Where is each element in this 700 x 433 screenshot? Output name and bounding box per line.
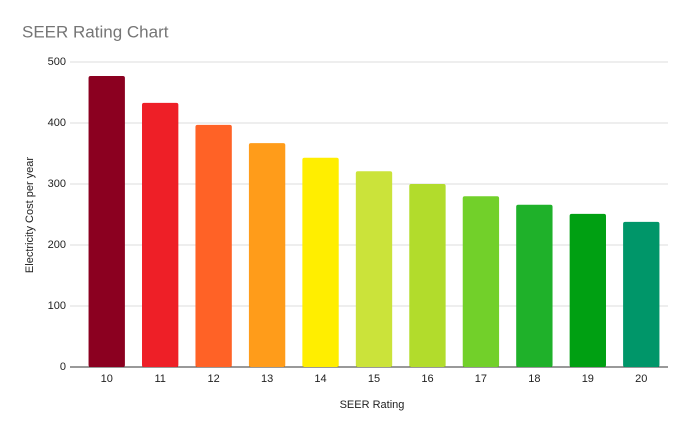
x-axis-title: SEER Rating <box>340 399 405 411</box>
chart-title: SEER Rating Chart <box>22 22 169 41</box>
x-tick-label: 13 <box>261 373 273 385</box>
bar <box>516 204 553 367</box>
bar <box>462 196 500 367</box>
y-tick-label: 200 <box>48 239 66 251</box>
y-axis-title: Electricity Cost per year <box>24 157 36 273</box>
bar <box>248 143 286 367</box>
x-tick-label: 11 <box>154 373 165 385</box>
y-tick-label: 500 <box>48 56 66 68</box>
x-tick-label: 15 <box>368 373 380 385</box>
bar <box>569 213 606 367</box>
bar <box>88 76 125 367</box>
bar <box>142 102 179 368</box>
bar <box>302 157 339 367</box>
bar <box>623 221 660 367</box>
x-tick-label: 18 <box>528 373 540 385</box>
x-tick-label: 20 <box>635 373 647 385</box>
x-tick-label: 19 <box>582 373 594 385</box>
x-tick-label: 14 <box>314 373 326 385</box>
x-tick-label: 12 <box>208 373 220 385</box>
y-tick-label: 0 <box>60 361 66 373</box>
y-tick-label: 100 <box>48 300 66 312</box>
x-tick-label: 16 <box>421 373 433 385</box>
x-tick-label: 10 <box>101 373 113 385</box>
y-tick-label: 300 <box>48 178 66 190</box>
bar <box>355 171 393 367</box>
bar <box>409 184 446 367</box>
x-tick-label: 17 <box>475 373 487 385</box>
bar <box>195 124 232 367</box>
y-tick-label: 400 <box>48 117 66 129</box>
